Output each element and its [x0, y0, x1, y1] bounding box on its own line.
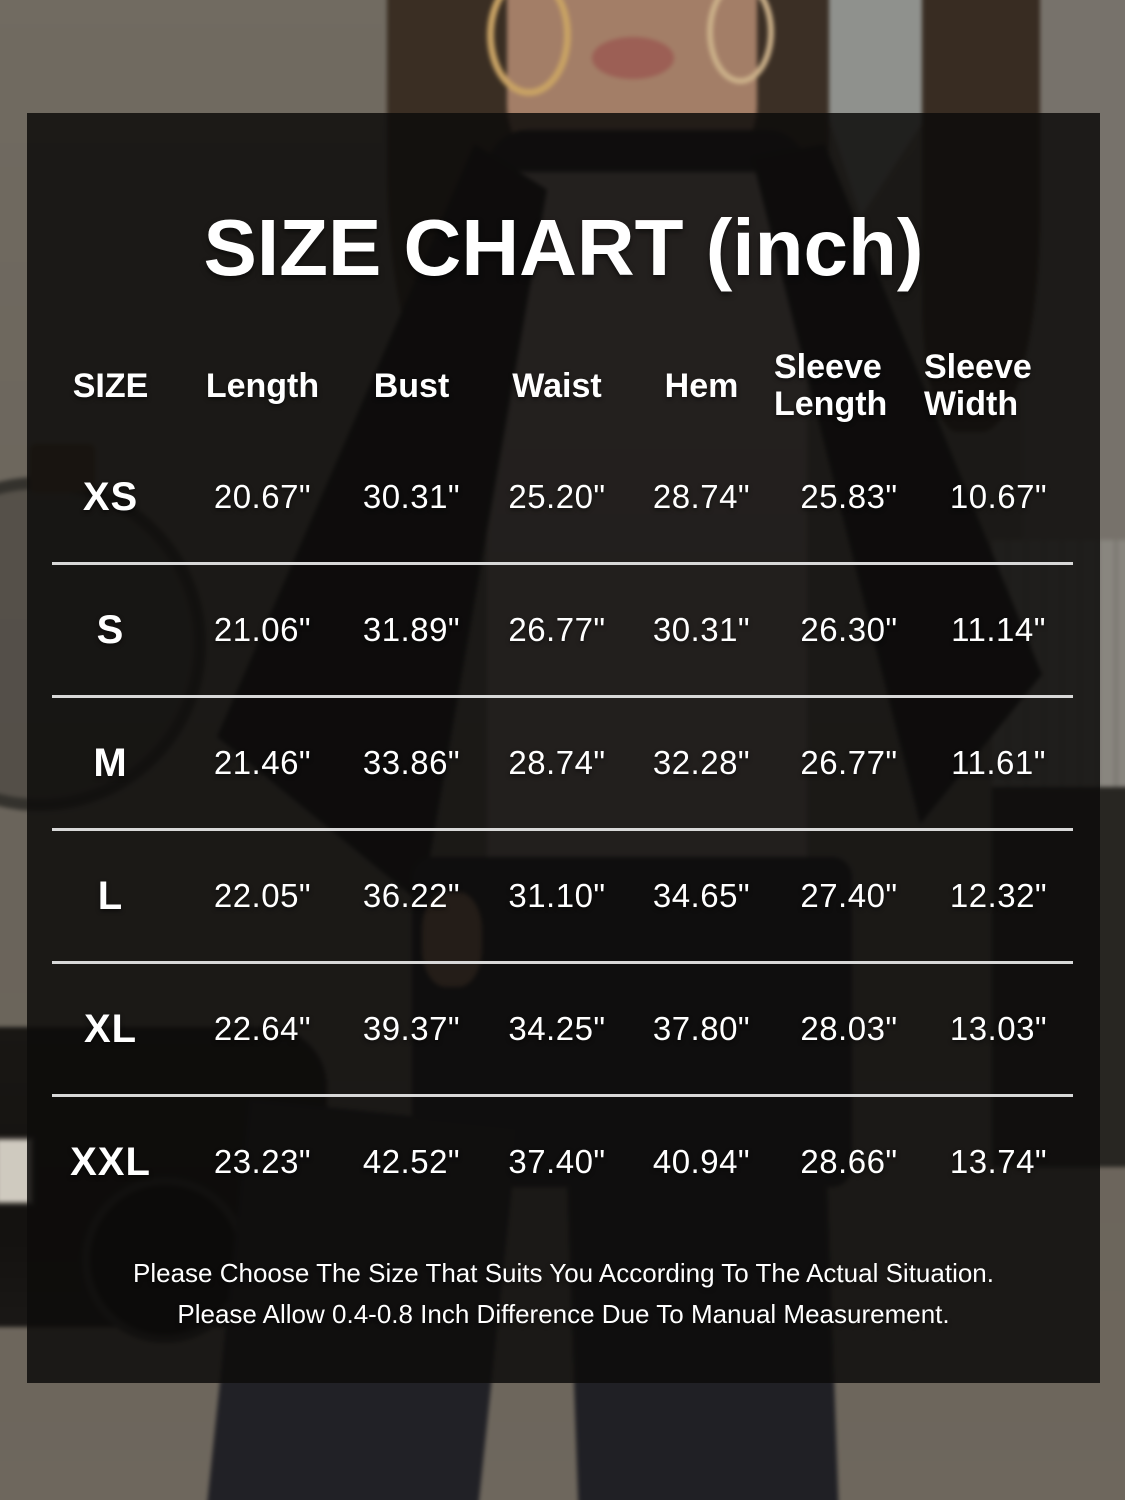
col-header-sleeve-length: Sleeve Length [774, 349, 924, 423]
col-header-sleeve-width: Sleeve Width [924, 349, 1073, 423]
size-label: L [97, 873, 124, 918]
sleeve-width-value: 11.14" [951, 611, 1046, 648]
hem-value: 37.80" [652, 1010, 751, 1047]
note-line-1: Please Choose The Size That Suits You Ac… [133, 1258, 994, 1288]
bust-value: 31.89" [362, 611, 461, 648]
sleeve-width-value: 13.03" [949, 1010, 1048, 1047]
photo-model-lips [592, 37, 674, 79]
col-header-sleeve-width-label: Sleeve Width [924, 348, 1032, 423]
table-row-l: L 22.05" 36.22" 31.10" 34.65" 27.40" 12.… [52, 831, 1073, 964]
bust-value: 30.31" [362, 478, 461, 515]
size-label: XXL [70, 1139, 151, 1184]
waist-value: 26.77" [508, 611, 606, 648]
sleeve-width-value: 12.32" [949, 877, 1048, 914]
col-header-hem-label: Hem [664, 366, 739, 405]
col-header-length: Length [187, 366, 338, 405]
waist-value: 25.20" [508, 478, 606, 515]
sleeve-length-value: 27.40" [800, 877, 898, 914]
size-label: M [93, 740, 128, 785]
col-header-waist: Waist [485, 366, 629, 405]
bust-value: 42.52" [362, 1143, 461, 1180]
waist-value: 34.25" [508, 1010, 606, 1047]
photo-hoop-earring-left [487, 0, 571, 96]
waist-value: 37.40" [508, 1143, 606, 1180]
note-line-2: Please Allow 0.4-0.8 Inch Difference Due… [177, 1299, 950, 1329]
length-value: 22.05" [213, 877, 312, 914]
dark-overlay-panel: SIZE CHART (inch) SIZE Length Bust Waist… [27, 113, 1100, 1383]
hem-value: 34.65" [652, 877, 751, 914]
col-header-bust-label: Bust [373, 366, 450, 405]
sleeve-length-value: 25.83" [800, 478, 898, 515]
hem-value: 28.74" [652, 478, 751, 515]
table-row-m: M 21.46" 33.86" 28.74" 32.28" 26.77" 11.… [52, 698, 1073, 831]
size-label: XL [83, 1006, 138, 1051]
hem-value: 30.31" [652, 611, 751, 648]
table-row-s: S 21.06" 31.89" 26.77" 30.31" 26.30" 11.… [52, 565, 1073, 698]
table-row-xs: XS 20.67" 30.31" 25.20" 28.74" 25.83" 10… [52, 432, 1073, 565]
photo-hoop-earring-right [707, 0, 774, 84]
sleeve-length-value: 28.66" [800, 1143, 898, 1180]
size-table: SIZE Length Bust Waist Hem Sleeve Length… [52, 340, 1073, 1227]
col-header-sleeve-length-label: Sleeve Length [774, 348, 888, 423]
sleeve-width-value: 11.61" [951, 744, 1046, 781]
col-header-size: SIZE [52, 366, 187, 405]
col-header-bust: Bust [338, 366, 485, 405]
col-header-size-label: SIZE [72, 366, 149, 405]
length-value: 20.67" [213, 478, 312, 515]
size-label: XS [82, 474, 139, 519]
page-title: SIZE CHART (inch) [203, 203, 924, 292]
col-header-hem: Hem [629, 366, 774, 405]
col-header-length-label: Length [205, 366, 320, 405]
length-value: 21.46" [213, 744, 312, 781]
sleeve-length-value: 28.03" [800, 1010, 898, 1047]
measurement-note: Please Choose The Size That Suits You Ac… [27, 1253, 1100, 1335]
hem-value: 40.94" [652, 1143, 751, 1180]
col-header-waist-label: Waist [512, 366, 602, 405]
waist-value: 28.74" [508, 744, 606, 781]
bust-value: 36.22" [362, 877, 461, 914]
size-label: S [96, 607, 125, 652]
length-value: 21.06" [213, 611, 312, 648]
length-value: 22.64" [213, 1010, 312, 1047]
sleeve-length-value: 26.30" [800, 611, 898, 648]
sleeve-width-value: 10.67" [949, 478, 1048, 515]
bust-value: 39.37" [362, 1010, 461, 1047]
sleeve-width-value: 13.74" [949, 1143, 1048, 1180]
hem-value: 32.28" [652, 744, 751, 781]
table-row-xxl: XXL 23.23" 42.52" 37.40" 40.94" 28.66" 1… [52, 1097, 1073, 1227]
bust-value: 33.86" [362, 744, 461, 781]
table-row-xl: XL 22.64" 39.37" 34.25" 37.80" 28.03" 13… [52, 964, 1073, 1097]
length-value: 23.23" [213, 1143, 312, 1180]
table-header-row: SIZE Length Bust Waist Hem Sleeve Length… [52, 340, 1073, 432]
sleeve-length-value: 26.77" [800, 744, 898, 781]
waist-value: 31.10" [508, 877, 606, 914]
